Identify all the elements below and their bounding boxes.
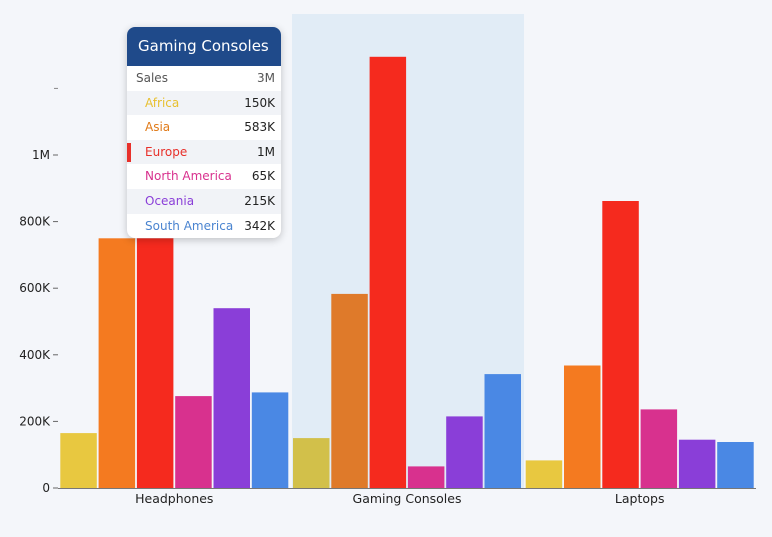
tooltip-row-value: 65K xyxy=(251,169,275,184)
tooltip-row-name: Africa xyxy=(145,95,180,110)
x-axis: Headphones Gaming Consoles Laptops xyxy=(58,488,756,506)
bar-headphones-south-america[interactable] xyxy=(251,392,289,488)
tooltip-row-name: North America xyxy=(145,169,232,184)
bar-gaming-consoles-europe[interactable] xyxy=(369,56,407,489)
tooltip-row-oceania: Oceania 215K xyxy=(127,188,281,214)
tooltip-active-marker xyxy=(127,142,131,162)
tooltip-row-value: 150K xyxy=(244,95,275,110)
y-tick-label: 400K xyxy=(19,348,51,362)
bar-gaming-consoles-asia[interactable] xyxy=(331,293,368,488)
y-tick-label: 600K xyxy=(19,281,51,295)
tooltip-row-name: Asia xyxy=(145,120,171,135)
tooltip-total-row: Sales 3M xyxy=(127,66,281,91)
tooltip-row-value: 215K xyxy=(244,193,275,208)
y-tick-label: 1M xyxy=(32,148,50,162)
bar-laptops-north-america[interactable] xyxy=(640,409,678,488)
tooltip-row-name: Europe xyxy=(145,144,188,159)
y-axis: 0 200K 400K 600K 800K 1M xyxy=(19,87,58,495)
bar-headphones-oceania[interactable] xyxy=(213,308,251,488)
x-tick-label-gaming-consoles: Gaming Consoles xyxy=(353,491,462,506)
y-tick-label: 0 xyxy=(42,481,50,495)
bar-headphones-africa[interactable] xyxy=(60,433,97,488)
bars-group xyxy=(60,56,754,489)
tooltip-row-north-america: North America 65K xyxy=(127,164,281,189)
bar-laptops-oceania[interactable] xyxy=(678,439,716,488)
y-tick-label: 200K xyxy=(19,414,51,428)
bar-laptops-africa[interactable] xyxy=(525,460,563,488)
tooltip-row-africa: Africa 150K xyxy=(127,90,281,116)
tooltip: Gaming Consoles Sales 3M Africa 150K Asi… xyxy=(127,27,281,239)
tooltip-title: Gaming Consoles xyxy=(127,27,281,66)
bar-laptops-south-america[interactable] xyxy=(717,442,754,488)
tooltip-row-south-america: South America 342K xyxy=(127,214,281,239)
tooltip-row-europe: Europe 1M xyxy=(127,139,281,165)
bar-laptops-europe[interactable] xyxy=(602,201,639,488)
bar-gaming-consoles-africa[interactable] xyxy=(293,438,330,488)
tooltip-row-name: South America xyxy=(145,218,234,233)
bar-headphones-europe[interactable] xyxy=(136,238,174,489)
tooltip-total-value: 3M xyxy=(257,71,275,85)
tooltip-total-label: Sales xyxy=(136,71,168,85)
bar-gaming-consoles-south-america[interactable] xyxy=(484,374,522,488)
tooltip-row-value: 342K xyxy=(244,218,275,233)
y-tick-label: 800K xyxy=(19,215,51,229)
x-tick-label-headphones: Headphones xyxy=(135,491,213,506)
tooltip-row-asia: Asia 583K xyxy=(127,115,281,140)
tooltip-row-value: 583K xyxy=(244,120,275,135)
bar-headphones-asia[interactable] xyxy=(98,238,136,489)
bar-gaming-consoles-north-america[interactable] xyxy=(407,466,445,488)
bar-laptops-asia[interactable] xyxy=(564,365,601,489)
x-tick-label-laptops: Laptops xyxy=(615,491,665,506)
bar-headphones-north-america[interactable] xyxy=(175,396,212,488)
bar-gaming-consoles-oceania[interactable] xyxy=(446,416,483,488)
tooltip-row-name: Oceania xyxy=(145,193,195,208)
tooltip-row-value: 1M xyxy=(257,144,275,159)
